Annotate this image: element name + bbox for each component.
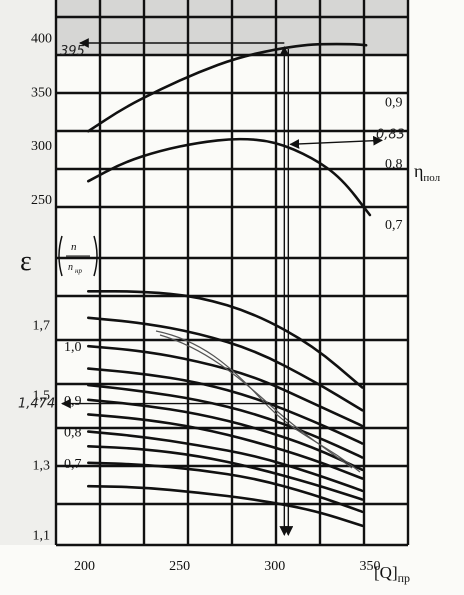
x-axis-tick-labels: 200 250 300 350 — [74, 559, 380, 574]
epsilon-axis-tick-labels: 1,7 1,5 1,3 1,1 — [33, 319, 51, 544]
efficiency-tick-label: 0,7 — [385, 218, 403, 233]
pressure-ratio-curve — [87, 367, 364, 445]
head-axis-tick-labels: 400 350 300 250 — [31, 32, 52, 208]
speed-ratio-label: n n нр — [58, 235, 98, 277]
pencil-line — [159, 334, 353, 469]
epsilon-tick-label: 1,1 — [33, 529, 51, 544]
x-tick-label: 200 — [74, 559, 95, 574]
operating-point-construction — [61, 38, 383, 536]
pressure-ratio-curve — [87, 289, 364, 389]
eta-axis-label-main: η — [414, 161, 423, 181]
head-curve — [87, 42, 368, 133]
svg-text:n: n — [68, 262, 73, 273]
x-axis-label-main: [Q] — [374, 563, 398, 582]
head-tick-label: 350 — [31, 85, 52, 100]
speed-ratio-tick-label: 0,8 — [64, 426, 82, 441]
pressure-ratio-curve — [87, 484, 364, 528]
epsilon-tick-label: 1,7 — [33, 319, 51, 334]
eta-axis-label-sub: пол — [423, 172, 440, 184]
pressure-ratio-curve — [87, 383, 364, 459]
x-tick-label: 350 — [359, 559, 380, 574]
head-tick-label: 400 — [31, 32, 52, 47]
efficiency-tick-label: 0,9 — [385, 95, 403, 110]
efficiency-readout-value: 0,83 — [376, 127, 405, 142]
pencil-line — [155, 330, 361, 473]
pressure-ratio-curve — [87, 445, 364, 501]
speed-ratio-tick-label: 1,0 — [64, 340, 82, 355]
x-tick-label: 300 — [264, 559, 285, 574]
grid — [54, 0, 410, 547]
efficiency-readout-arrow — [289, 135, 383, 149]
svg-text:нр: нр — [75, 267, 82, 275]
top-panel-curves — [87, 42, 372, 217]
pressure-ratio-curve — [87, 316, 364, 412]
pressure-ratio-curve — [87, 398, 364, 472]
pressure-ratio-curve — [87, 461, 364, 514]
pressure-ratio-curve — [87, 413, 364, 480]
epsilon-tick-label: 1,3 — [33, 459, 51, 474]
pencil-marks — [155, 330, 361, 473]
epsilon-tick-label: 1,5 — [33, 389, 51, 404]
speed-ratio-tick-labels: 1,0 0,9 0,8 0,7 — [64, 340, 82, 472]
efficiency-axis-tick-labels: 0,9 0,8 0,7 — [385, 95, 403, 233]
left-margin-shading — [0, 0, 56, 545]
head-tick-label: 250 — [31, 193, 52, 208]
x-tick-label: 250 — [169, 559, 190, 574]
pressure-ratio-curves — [87, 289, 364, 528]
x-axis-label-sub: пр — [398, 571, 410, 585]
svg-text:n: n — [71, 241, 77, 253]
epsilon-readout-value: 1,474 — [18, 397, 55, 412]
eta-axis-label: ηпол — [414, 161, 441, 184]
head-tick-label: 300 — [31, 139, 52, 154]
efficiency-curve — [87, 137, 372, 217]
epsilon-axis-label: ε — [20, 246, 32, 277]
efficiency-tick-label: 0,8 — [385, 157, 403, 172]
speed-ratio-tick-label: 0,9 — [64, 394, 82, 409]
x-axis-label: [Q]пр — [374, 563, 410, 585]
head-readout-value: 395 — [60, 44, 85, 59]
speed-ratio-tick-label: 0,7 — [64, 457, 82, 472]
pressure-ratio-curve — [87, 430, 364, 493]
